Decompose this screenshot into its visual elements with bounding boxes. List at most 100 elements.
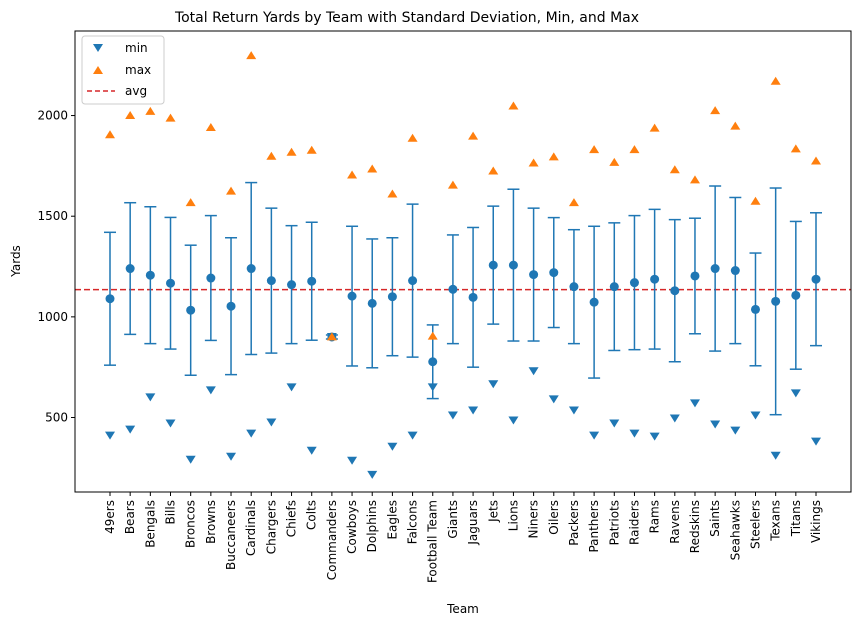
- x-tick-label-Oilers: Oilers: [547, 500, 561, 535]
- y-axis-label: Yards: [9, 245, 23, 278]
- mean-point-Redskins: [690, 271, 700, 281]
- x-tick-label-Commanders: Commanders: [325, 500, 339, 580]
- mean-point-Football Team: [428, 357, 438, 367]
- mean-point-Falcons: [408, 276, 418, 286]
- mean-point-Bengals: [145, 270, 155, 280]
- mean-point-Steelers: [750, 304, 760, 314]
- max-marker-Steelers: [750, 196, 761, 205]
- max-marker-Colts: [306, 145, 317, 154]
- chart-title: Total Return Yards by Team with Standard…: [174, 10, 639, 26]
- max-marker-Cowboys: [347, 170, 358, 179]
- max-marker-Jets: [488, 166, 499, 175]
- mean-point-Browns: [206, 273, 216, 283]
- max-marker-Chiefs: [286, 147, 297, 156]
- min-marker-Eagles: [387, 442, 398, 451]
- mean-point-Cowboys: [347, 291, 357, 301]
- x-tick-label-Chargers: Chargers: [264, 500, 278, 554]
- min-marker-Bears: [125, 425, 136, 434]
- mean-point-49ers: [105, 294, 115, 304]
- x-tick-label-Vikings: Vikings: [809, 500, 823, 543]
- mean-point-Patriots: [609, 282, 619, 292]
- min-marker-49ers: [105, 431, 115, 440]
- min-marker-Redskins: [689, 399, 700, 408]
- x-tick-label-Rams: Rams: [648, 500, 662, 533]
- mean-point-Titans: [791, 290, 801, 300]
- min-marker-Falcons: [407, 431, 418, 440]
- min-marker-Bengals: [145, 393, 156, 402]
- max-marker-Eagles: [387, 189, 398, 198]
- x-tick-label-Chiefs: Chiefs: [285, 500, 299, 537]
- max-marker-Titans: [790, 144, 801, 153]
- min-marker-Football Team: [427, 383, 438, 392]
- max-marker-Commanders: [326, 332, 337, 341]
- legend-max-marker: [93, 66, 103, 74]
- min-marker-Dolphins: [367, 470, 378, 479]
- max-marker-Bills: [165, 113, 176, 122]
- plot-frame: [74, 30, 852, 493]
- mean-point-Saints: [710, 264, 720, 274]
- max-marker-Niners: [528, 158, 539, 167]
- mean-point-Raiders: [629, 278, 639, 288]
- max-marker-Browns: [205, 123, 216, 132]
- min-marker-Oilers: [548, 395, 559, 404]
- y-tick-label-500: 500: [45, 411, 68, 425]
- max-marker-Panthers: [589, 145, 600, 154]
- max-marker-Jaguars: [468, 131, 479, 140]
- min-marker-Titans: [790, 389, 801, 398]
- mean-point-Vikings: [811, 274, 821, 284]
- min-marker-Giants: [447, 411, 458, 420]
- x-tick-label-Buccaneers: Buccaneers: [224, 500, 238, 570]
- x-tick-label-Seahawks: Seahawks: [728, 500, 742, 560]
- max-marker-Bengals: [145, 106, 156, 115]
- x-tick-label-Dolphins: Dolphins: [365, 500, 379, 552]
- x-tick-label-Football Team: Football Team: [426, 500, 440, 583]
- max-marker-Broncos: [185, 198, 196, 207]
- mean-point-Giants: [448, 284, 458, 294]
- x-tick-label-Jets: Jets: [486, 500, 500, 523]
- max-marker-Buccaneers: [226, 186, 237, 195]
- x-tick-label-Cowboys: Cowboys: [345, 500, 359, 554]
- x-tick-label-Niners: Niners: [527, 500, 541, 538]
- x-tick-label-Falcons: Falcons: [406, 500, 420, 544]
- legend-min-label: min: [125, 41, 148, 55]
- mean-point-Ravens: [670, 286, 680, 296]
- min-marker-Panthers: [589, 431, 600, 440]
- x-tick-label-Giants: Giants: [446, 500, 460, 539]
- min-marker-Buccaneers: [226, 452, 237, 461]
- x-tick-label-Ravens: Ravens: [668, 500, 682, 544]
- x-tick-label-Bills: Bills: [164, 500, 178, 525]
- max-marker-49ers: [105, 130, 115, 139]
- y-tick-label-1500: 1500: [37, 209, 68, 223]
- mean-point-Broncos: [186, 305, 196, 315]
- mean-point-Buccaneers: [226, 301, 236, 311]
- mean-point-Niners: [529, 270, 539, 280]
- x-tick-label-Titans: Titans: [789, 500, 803, 537]
- mean-point-Chargers: [266, 276, 276, 286]
- x-tick-label-Browns: Browns: [204, 500, 218, 544]
- x-axis-label: Team: [446, 602, 479, 616]
- min-marker-Vikings: [811, 437, 821, 446]
- min-marker-Saints: [710, 420, 721, 429]
- min-marker-Rams: [649, 432, 660, 441]
- x-tick-label-Cardinals: Cardinals: [244, 500, 258, 556]
- mean-point-Jaguars: [468, 292, 478, 302]
- x-tick-label-Patriots: Patriots: [607, 500, 621, 545]
- max-marker-Packers: [568, 198, 579, 207]
- max-marker-Vikings: [811, 156, 821, 165]
- max-marker-Seahawks: [730, 121, 741, 130]
- min-marker-Cowboys: [347, 456, 358, 465]
- max-marker-Ravens: [669, 165, 680, 174]
- x-tick-label-Bears: Bears: [123, 500, 137, 534]
- max-marker-Texans: [770, 76, 781, 85]
- x-tick-label-Jaguars: Jaguars: [466, 500, 480, 546]
- min-marker-Bills: [165, 419, 176, 428]
- min-marker-Packers: [568, 406, 579, 415]
- min-marker-Colts: [306, 446, 317, 455]
- min-marker-Ravens: [669, 414, 680, 423]
- y-tick-label-2000: 2000: [37, 109, 68, 123]
- x-tick-label-Redskins: Redskins: [688, 500, 702, 553]
- max-marker-Cardinals: [246, 51, 257, 60]
- min-marker-Raiders: [629, 429, 640, 438]
- min-marker-Chiefs: [286, 383, 297, 392]
